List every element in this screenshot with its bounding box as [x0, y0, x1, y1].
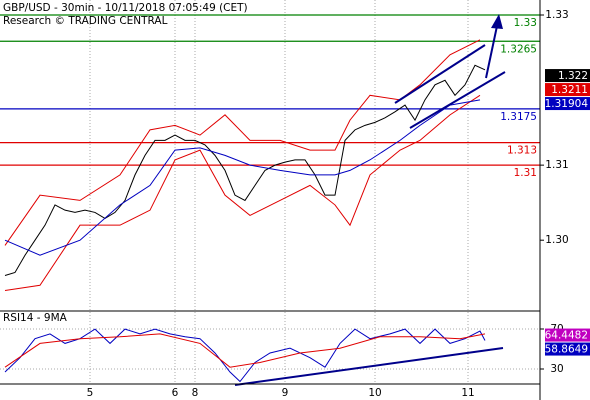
value-box [545, 83, 590, 97]
chart-title: GBP/USD - 30min - 10/11/2018 07:05:49 (C… [3, 2, 248, 14]
level-label: 1.313 [507, 145, 537, 157]
x-tick-label: 11 [461, 387, 474, 399]
channel-upper [394, 44, 486, 104]
grid [0, 0, 540, 384]
arrow-shaft [485, 25, 498, 79]
y-tick-label: 1.33 [545, 9, 568, 21]
value-box-label: 64.4482 [545, 330, 588, 342]
x-tick-label: 5 [87, 387, 94, 399]
series-line [4, 99, 481, 256]
value-box [545, 97, 590, 111]
level-label: 1.33 [514, 17, 537, 29]
y-tick-label: 1.31 [545, 159, 568, 171]
y-tick-label: 30 [550, 363, 563, 375]
level-label: 1.31 [514, 167, 537, 179]
series-line [4, 94, 481, 291]
rsi-trendline [234, 347, 504, 386]
value-box-label: 1.3211 [551, 84, 588, 96]
chart-subtitle: Research © TRADING CENTRAL [3, 15, 168, 27]
level-label: 1.3265 [500, 43, 537, 55]
rsi-title: RSI14 - 9MA [3, 312, 68, 324]
level-label: 1.3175 [500, 111, 537, 123]
x-tick-label: 10 [368, 387, 381, 399]
series-line [4, 64, 486, 276]
channel-lower [409, 71, 506, 129]
value-box-label: 58.8649 [545, 344, 588, 356]
y-tick-label: 1.30 [545, 234, 568, 246]
x-tick-label: 6 [172, 387, 179, 399]
value-box-label: 1.31904 [545, 98, 589, 110]
x-tick-label: 8 [192, 387, 199, 399]
x-tick-label: 9 [282, 387, 289, 399]
arrow-head [491, 14, 503, 29]
plot [0, 14, 540, 383]
series-line [4, 333, 486, 368]
value-box [545, 328, 590, 342]
value-box [545, 69, 590, 83]
value-box [545, 342, 590, 356]
value-box-label: 1.322 [558, 70, 588, 82]
series-line [4, 328, 486, 383]
